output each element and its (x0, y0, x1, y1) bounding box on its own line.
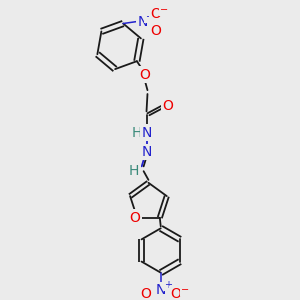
Text: N: N (141, 145, 152, 159)
Text: O: O (151, 24, 161, 38)
Text: N: N (137, 15, 148, 28)
Text: O: O (162, 99, 173, 112)
Text: +: + (145, 12, 153, 22)
Text: O: O (140, 287, 151, 300)
Text: N: N (141, 126, 152, 140)
Text: +: + (164, 280, 172, 290)
Text: H: H (132, 126, 142, 140)
Text: N: N (156, 283, 166, 297)
Text: −: − (181, 285, 189, 295)
Text: O: O (151, 7, 161, 21)
Text: H: H (129, 164, 139, 178)
Text: O: O (171, 287, 182, 300)
Text: −: − (160, 5, 168, 15)
Text: O: O (130, 211, 141, 225)
Text: O: O (139, 68, 150, 82)
